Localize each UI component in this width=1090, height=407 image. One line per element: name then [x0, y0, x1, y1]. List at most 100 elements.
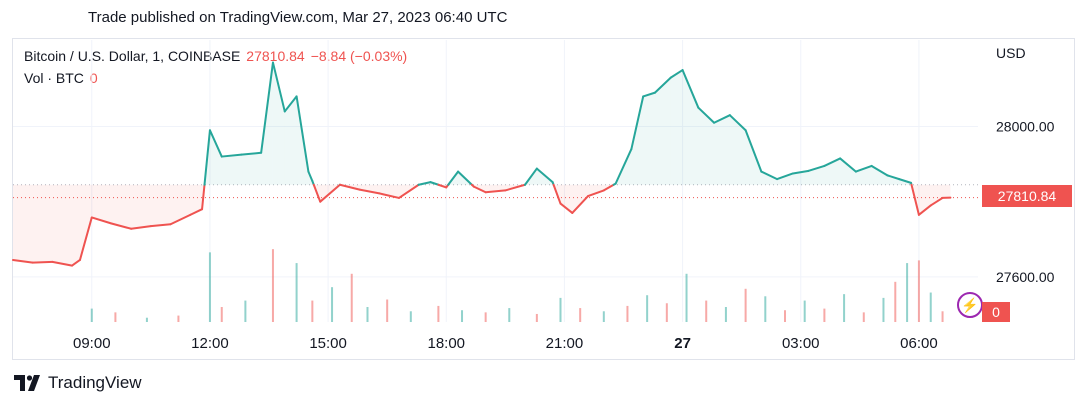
- price-segment: [149, 223, 172, 228]
- volume-bar: [626, 305, 629, 322]
- volume-bars: [90, 249, 944, 322]
- volume-bar: [843, 294, 846, 322]
- price-segment: [760, 170, 779, 181]
- volume-bar: [508, 308, 511, 322]
- fill-below: [91, 184, 112, 224]
- price-segment: [51, 260, 74, 267]
- volume-bar: [461, 310, 464, 322]
- price-segment: [870, 164, 889, 177]
- price-segment: [484, 189, 507, 194]
- price-segment: [319, 183, 341, 203]
- volume-bar: [705, 300, 708, 322]
- price-segment: [457, 170, 473, 186]
- x-tick-label: 18:00: [427, 335, 465, 352]
- fill-above: [887, 175, 900, 185]
- volume-bar: [579, 308, 582, 322]
- fill-above: [209, 130, 222, 185]
- lightning-icon[interactable]: ⚡: [957, 292, 983, 318]
- fill-above: [241, 152, 262, 185]
- fill-above: [792, 170, 809, 185]
- volume-bar: [114, 312, 117, 322]
- price-segment: [630, 95, 645, 151]
- price-segment: [307, 170, 314, 182]
- symbol-legend: Bitcoin / U.S. Dollar, 1, COINBASE 27810.…: [24, 48, 413, 64]
- price-segment: [910, 183, 920, 216]
- fill-above: [714, 115, 730, 185]
- volume-bar: [484, 312, 487, 322]
- volume-bar: [208, 252, 211, 322]
- price-segment: [208, 129, 223, 158]
- volume-bar: [941, 311, 944, 322]
- price-segment: [398, 183, 420, 199]
- fill-below: [379, 184, 399, 198]
- price-segment: [571, 195, 590, 214]
- fill-below: [13, 184, 33, 263]
- volume-bar: [145, 317, 148, 322]
- fill-below: [111, 184, 132, 229]
- volume-bar: [437, 305, 440, 322]
- fill-above: [871, 165, 888, 185]
- x-tick-label: 09:00: [73, 335, 111, 352]
- volume-bar: [823, 308, 826, 322]
- x-axis-ticks: 09:00 12:00 15:00 18:00 21:00 27 03:00 06:00: [73, 335, 938, 352]
- y-tick-label: 27600.00: [996, 269, 1055, 285]
- price-segment: [12, 258, 34, 264]
- price-segment: [189, 208, 204, 216]
- volume-bar: [784, 310, 786, 322]
- volume-bar: [803, 300, 806, 322]
- volume-title: Vol · BTC: [24, 70, 84, 86]
- price-segment: [669, 69, 684, 79]
- volume-bar: [764, 296, 767, 322]
- fill-above: [631, 96, 644, 185]
- x-tick-label: 21:00: [546, 335, 584, 352]
- price-segment: [587, 189, 605, 198]
- price-segment: [295, 95, 310, 173]
- fill-below: [170, 184, 191, 225]
- volume-bar: [559, 297, 562, 322]
- price-segment: [854, 164, 873, 173]
- price-segment: [338, 183, 361, 191]
- price-segment: [524, 167, 538, 186]
- price-segment: [776, 172, 794, 181]
- chart-frame[interactable]: [12, 38, 1075, 360]
- price-line: [12, 61, 952, 267]
- fill-above: [698, 107, 715, 185]
- price-segment: [78, 216, 93, 261]
- volume-bar: [295, 263, 298, 322]
- price-segment: [642, 91, 657, 98]
- volume-bar: [665, 303, 668, 322]
- price-segment: [886, 174, 901, 181]
- y-axis-ticks: 28000.00 27600.00: [996, 118, 1055, 284]
- fill-above: [272, 62, 285, 185]
- fill-below: [52, 184, 73, 266]
- price-segment: [90, 216, 113, 225]
- price-segment: [169, 213, 192, 226]
- fill-above: [284, 96, 297, 185]
- price-segment: [791, 169, 810, 175]
- price-segment: [283, 95, 298, 113]
- fill-below: [79, 184, 92, 260]
- fill-above: [729, 115, 746, 185]
- tradingview-logo-icon: [14, 375, 40, 391]
- x-tick-label: 12:00: [191, 335, 229, 352]
- volume-bar: [906, 263, 909, 322]
- volume-legend: Vol · BTC 0: [24, 70, 104, 86]
- fill-above: [670, 70, 683, 185]
- price-segment: [898, 178, 913, 184]
- fill-below: [942, 184, 951, 198]
- price-segment: [807, 164, 826, 172]
- price-change: −8.84 (−0.03%): [310, 48, 408, 64]
- brand-footer[interactable]: TradingView: [14, 373, 142, 393]
- volume-bar: [917, 260, 920, 322]
- price-segment: [697, 106, 716, 124]
- fill-below: [190, 184, 203, 215]
- price-segment: [201, 183, 206, 211]
- price-segment: [839, 157, 857, 173]
- fill-above: [840, 158, 856, 185]
- x-tick-label: 06:00: [900, 335, 938, 352]
- price-segment: [472, 185, 487, 194]
- price-segment: [312, 183, 322, 203]
- volume-bar: [894, 281, 897, 322]
- volume-bar: [602, 311, 605, 322]
